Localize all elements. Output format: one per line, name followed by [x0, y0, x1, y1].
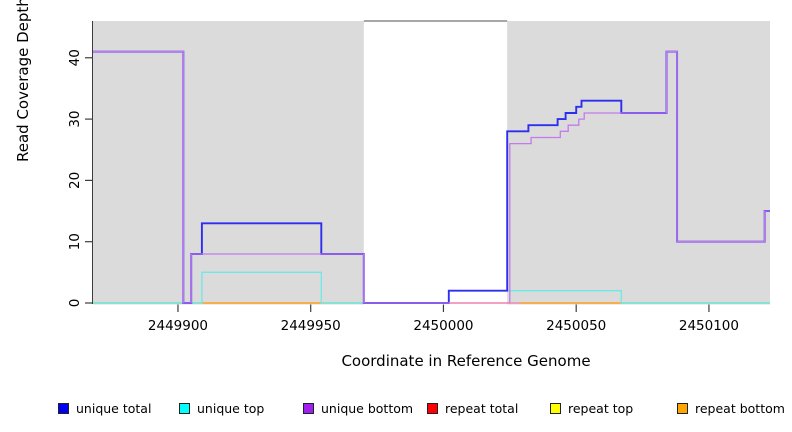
legend-swatch-icon — [550, 402, 561, 414]
legend-item-unique-bottom: unique bottom — [303, 399, 413, 417]
y-tick-label: 30 — [67, 110, 83, 127]
x-tick-label: 2450050 — [546, 318, 606, 334]
y-tick-label: 10 — [67, 233, 83, 250]
coverage-plot: 2449900 2449950 2450000 2450050 2450100 0 10 20… — [67, 20, 770, 334]
legend-swatch-icon — [303, 402, 314, 414]
legend-swatch-icon — [427, 402, 438, 414]
x-tick-label: 2449950 — [281, 318, 341, 334]
legend-label: repeat top — [568, 400, 634, 416]
x-tick-label: 2450100 — [679, 318, 739, 334]
legend-item-repeat-total: repeat total — [427, 399, 518, 417]
y-tick-label: 20 — [67, 172, 83, 189]
y-tick-label: 40 — [67, 49, 83, 66]
legend-swatch-icon — [179, 402, 190, 414]
x-axis-title: Coordinate in Reference Genome — [0, 352, 792, 370]
legend-label: repeat total — [445, 400, 519, 416]
legend-item-repeat-bottom: repeat bottom — [677, 399, 785, 417]
legend-item-unique-total: unique total — [58, 399, 151, 417]
x-axis-title-text: Coordinate in Reference Genome — [341, 352, 591, 370]
legend: unique total unique top unique bottom repea… — [0, 399, 792, 423]
legend-label: repeat bottom — [695, 400, 785, 416]
shaded-region — [93, 21, 364, 305]
shaded-region — [507, 21, 770, 305]
legend-swatch-icon — [677, 402, 688, 414]
series-unique-bottom — [93, 51, 770, 304]
legend-swatch-icon — [58, 402, 69, 414]
legend-label: unique total — [76, 400, 152, 416]
y-tick-label: 0 — [67, 299, 83, 308]
x-tick-label: 2450000 — [413, 318, 473, 334]
legend-label: unique bottom — [321, 400, 414, 416]
x-tick-label: 2449900 — [148, 318, 208, 334]
legend-label: unique top — [197, 400, 265, 416]
legend-item-unique-top: unique top — [179, 399, 264, 417]
legend-item-repeat-top: repeat top — [550, 399, 633, 417]
